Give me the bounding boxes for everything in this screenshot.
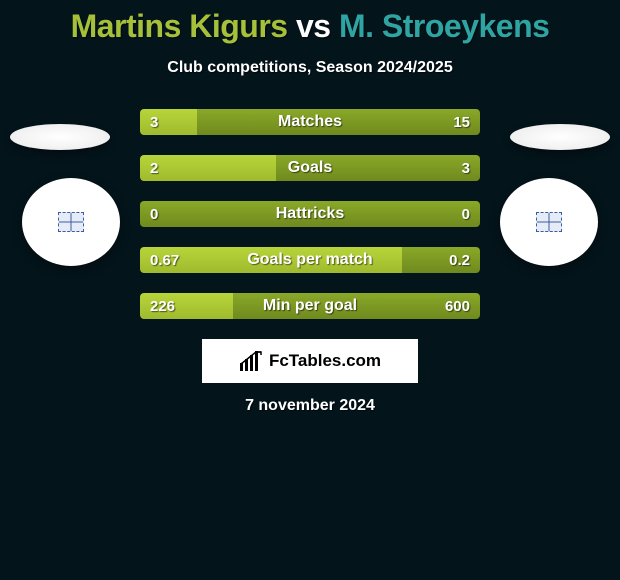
player-left-name: Martins Kigurs [71, 8, 288, 44]
bar-segment-left [140, 247, 402, 273]
comparison-bars: 315Matches 23Goals 00Hattricks 0.670.2Goals… [140, 109, 480, 319]
metric-row: 0.670.2Goals per match [140, 247, 480, 273]
subtitle: Club competitions, Season 2024/2025 [0, 59, 620, 77]
player-right-name: M. Stroeykens [339, 8, 549, 44]
brand-chart-icon [239, 351, 263, 371]
bar-segment-left [140, 293, 233, 319]
player-right-flag-icon [510, 124, 610, 150]
date: 7 november 2024 [0, 397, 620, 415]
metric-row: 315Matches [140, 109, 480, 135]
bar-segment-left [140, 109, 197, 135]
vs-word: vs [296, 8, 331, 44]
bar-segment-right [402, 247, 480, 273]
player-right-club-logo [500, 178, 598, 266]
club-badge-placeholder-icon [536, 212, 562, 232]
bar-segment-left [140, 155, 276, 181]
metric-row: 226600Min per goal [140, 293, 480, 319]
metric-row: 00Hattricks [140, 201, 480, 227]
metric-row: 23Goals [140, 155, 480, 181]
bar-segment-right [276, 155, 480, 181]
brand-text: FcTables.com [269, 351, 381, 371]
comparison-title: Martins Kigurs vs M. Stroeykens [0, 0, 620, 45]
club-badge-placeholder-icon [58, 212, 84, 232]
player-left-flag-icon [10, 124, 110, 150]
bar-segment-right [233, 293, 480, 319]
bar-segment-right [197, 109, 480, 135]
brand-box: FcTables.com [202, 339, 418, 383]
player-left-club-logo [22, 178, 120, 266]
bar-segment-full [140, 201, 480, 227]
